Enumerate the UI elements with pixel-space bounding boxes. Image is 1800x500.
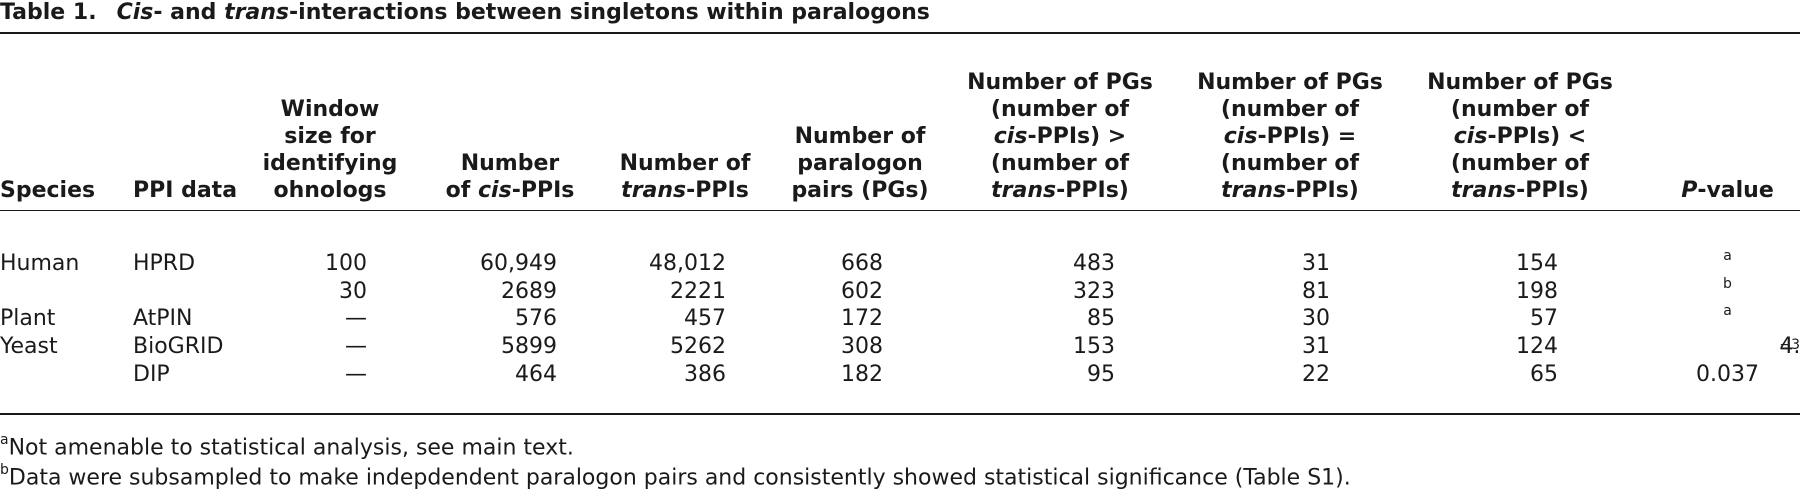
header-pgs-equal: Number of PGs (number of cis-PPIs) = (nu… bbox=[1197, 70, 1383, 203]
cell-paralogon-pairs: 182 bbox=[841, 362, 883, 387]
cell-window: 100 bbox=[325, 251, 367, 276]
table-row: DIP — 464 386 182 95 22 65 0.037 bbox=[0, 361, 1800, 389]
cell-paralogon-pairs: 308 bbox=[841, 334, 883, 359]
cell-pgs-equal: 31 bbox=[1302, 251, 1330, 276]
cell-pgs-less: 124 bbox=[1516, 334, 1558, 359]
cell-pgs-equal: 30 bbox=[1302, 306, 1330, 331]
cell-p-value: 0.037 bbox=[1696, 362, 1759, 387]
caption-and: - and bbox=[153, 0, 225, 25]
caption-trans: trans bbox=[224, 0, 290, 25]
cell-p-value-footnote: a bbox=[1723, 248, 1732, 264]
cell-pgs-greater: 153 bbox=[1073, 334, 1115, 359]
cell-cis-ppis: 464 bbox=[515, 362, 557, 387]
header-window-size: Window size for identifying ohnologs bbox=[262, 97, 398, 203]
cell-pgs-greater: 85 bbox=[1087, 306, 1115, 331]
table-row: Human HPRD 100 60,949 48,012 668 483 31 … bbox=[0, 248, 1800, 278]
cell-pgs-equal: 31 bbox=[1302, 334, 1330, 359]
cell-window: — bbox=[345, 306, 367, 331]
caption-rest: -interactions between singletons within … bbox=[289, 0, 930, 25]
cell-trans-ppis: 48,012 bbox=[649, 251, 726, 276]
cell-pgs-greater: 95 bbox=[1087, 362, 1115, 387]
cell-p-value-footnote: b bbox=[1723, 276, 1732, 292]
caption-cis: Cis bbox=[116, 0, 154, 25]
cell-pgs-less: 198 bbox=[1516, 279, 1558, 304]
cell-p-value-footnote: a bbox=[1723, 303, 1732, 319]
cell-pgs-less: 154 bbox=[1516, 251, 1558, 276]
cell-trans-ppis: 2221 bbox=[670, 279, 726, 304]
header-pgs-less: Number of PGs (number of cis-PPIs) < (nu… bbox=[1427, 70, 1613, 203]
table-caption: Table 1. Cis- and trans-interactions betw… bbox=[0, 0, 930, 25]
cell-cis-ppis: 5899 bbox=[501, 334, 557, 359]
cell-species: Human bbox=[0, 251, 80, 276]
table-label: Table 1. bbox=[0, 0, 97, 25]
cell-ppi-data: BioGRID bbox=[133, 334, 224, 359]
cell-p-value: 4.7 × 10−3 bbox=[1779, 334, 1800, 359]
cell-ppi-data: DIP bbox=[133, 362, 170, 387]
cell-pgs-equal: 22 bbox=[1302, 362, 1330, 387]
footnote-mark: a bbox=[0, 432, 9, 448]
table-row: 30 2689 2221 602 323 81 198 b bbox=[0, 276, 1800, 306]
footnote-b: bData were subsampled to make indepdende… bbox=[0, 462, 1351, 491]
footnote-text: Not amenable to statistical analysis, se… bbox=[8, 435, 574, 461]
cell-cis-ppis: 576 bbox=[515, 306, 557, 331]
cell-pgs-greater: 483 bbox=[1073, 251, 1115, 276]
footnote-text: Data were subsampled to make indepdenden… bbox=[8, 465, 1351, 491]
cell-window: — bbox=[345, 334, 367, 359]
cell-ppi-data: HPRD bbox=[133, 251, 196, 276]
cell-pgs-equal: 81 bbox=[1302, 279, 1330, 304]
header-rule bbox=[0, 210, 1800, 211]
cell-paralogon-pairs: 668 bbox=[841, 251, 883, 276]
header-cis-ppis: Number of cis-PPIs bbox=[445, 151, 575, 203]
cell-pgs-greater: 323 bbox=[1073, 279, 1115, 304]
header-p-value: P-value bbox=[1681, 178, 1774, 203]
table-row: Yeast BioGRID — 5899 5262 308 153 31 124… bbox=[0, 333, 1800, 361]
cell-trans-ppis: 5262 bbox=[670, 334, 726, 359]
cell-cis-ppis: 60,949 bbox=[480, 251, 557, 276]
cell-pgs-less: 65 bbox=[1530, 362, 1558, 387]
header-ppi-data: PPI data bbox=[133, 178, 238, 203]
cell-trans-ppis: 457 bbox=[684, 306, 726, 331]
cell-trans-ppis: 386 bbox=[684, 362, 726, 387]
cell-species: Yeast bbox=[0, 334, 58, 359]
cell-paralogon-pairs: 602 bbox=[841, 279, 883, 304]
table-row: Plant AtPIN — 576 457 172 85 30 57 a bbox=[0, 303, 1800, 333]
cell-window: — bbox=[345, 362, 367, 387]
header-paralogon-pairs: Number of paralogon pairs (PGs) bbox=[791, 124, 929, 203]
cell-paralogon-pairs: 172 bbox=[841, 306, 883, 331]
header-pgs-greater: Number of PGs (number of cis-PPIs) > (nu… bbox=[967, 70, 1153, 203]
cell-species: Plant bbox=[0, 306, 56, 331]
footnote-a: aNot amenable to statistical analysis, s… bbox=[0, 432, 574, 461]
cell-pgs-less: 57 bbox=[1530, 306, 1558, 331]
header-trans-ppis: Number of trans-PPIs bbox=[619, 151, 751, 203]
footnote-mark: b bbox=[0, 462, 9, 478]
cell-window: 30 bbox=[339, 279, 367, 304]
cell-ppi-data: AtPIN bbox=[133, 306, 193, 331]
header-species: Species bbox=[0, 178, 96, 203]
cell-cis-ppis: 2689 bbox=[501, 279, 557, 304]
top-rule bbox=[0, 32, 1800, 34]
bottom-rule bbox=[0, 413, 1800, 415]
